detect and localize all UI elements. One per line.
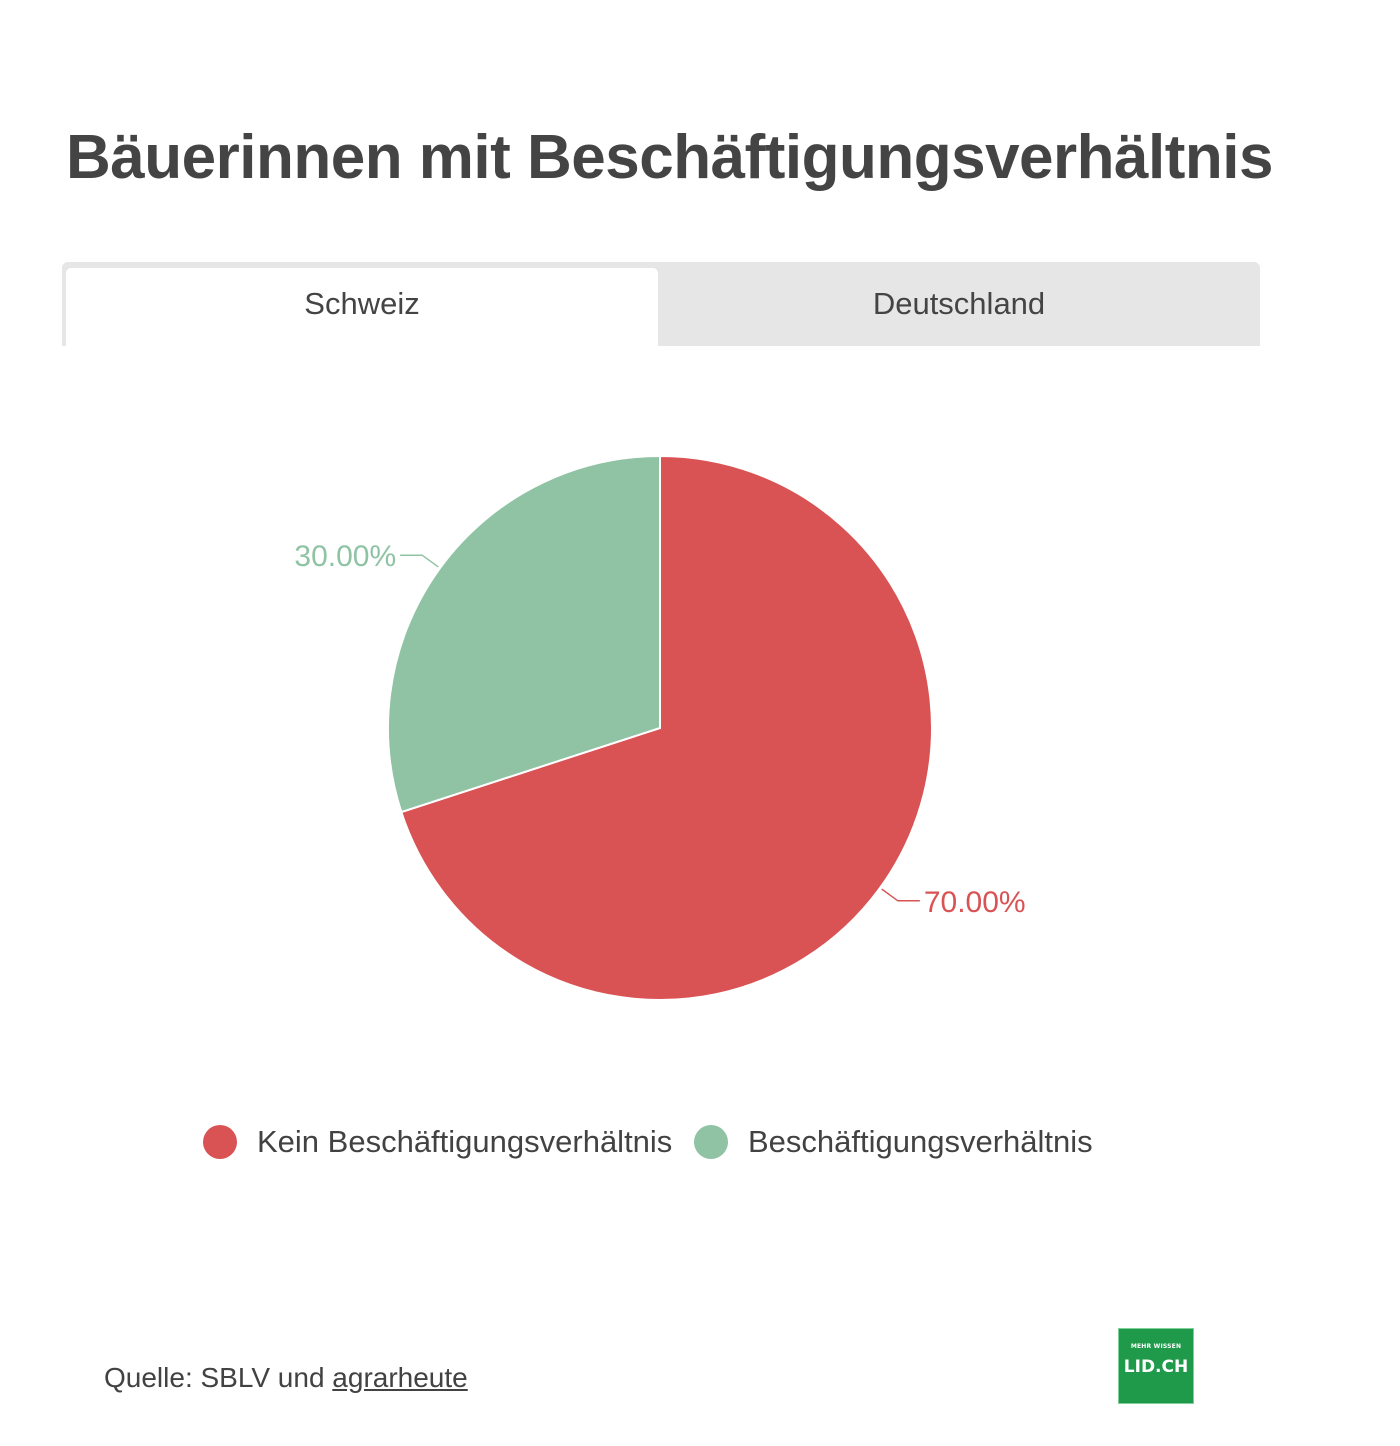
pie-slice-beschaeftigung[interactable] — [387, 454, 661, 814]
country-tabs: Schweiz Deutschland — [62, 262, 1260, 346]
data-label-kein-beschaeftigung: 70.00% — [924, 886, 1026, 919]
source-prefix: Quelle: SBLV und — [104, 1362, 333, 1393]
legend-item-beschaeftigung[interactable]: Beschäftigungsverhältnis — [694, 1118, 1093, 1166]
legend-swatch-kein-beschaeftigung — [203, 1125, 237, 1159]
data-label-beschaeftigung: 30.00% — [294, 540, 396, 573]
legend-label-kein-beschaeftigung: Kein Beschäftigungsverhältnis — [257, 1124, 673, 1159]
legend-swatch-beschaeftigung — [694, 1125, 728, 1159]
label-leader-kein-beschaeftigung — [881, 888, 920, 902]
source-note: Quelle: SBLV und agrarheute — [104, 1362, 468, 1394]
legend-label-beschaeftigung: Beschäftigungsverhältnis — [748, 1124, 1093, 1159]
logo-text: LID.CH — [1123, 1357, 1189, 1377]
pie-slice-kein-beschaeftigung[interactable] — [400, 454, 933, 1001]
pie-slices — [387, 454, 933, 1001]
tab-deutschland[interactable]: Deutschland — [872, 286, 1046, 321]
logo-tagline: MEHR WISSEN — [1130, 1343, 1182, 1350]
source-link-agrarheute[interactable]: agrarheute — [332, 1362, 468, 1393]
label-leader-beschaeftigung — [400, 554, 439, 568]
tab-schweiz[interactable]: Schweiz — [66, 268, 658, 346]
chart-legend: Kein Beschäftigungsverhältnis Beschäftig… — [0, 1118, 1400, 1166]
legend-item-kein-beschaeftigung[interactable]: Kein Beschäftigungsverhältnis — [203, 1118, 672, 1166]
pie-chart: 70.00% 30.00% — [294, 454, 1026, 1001]
lid-logo: MEHR WISSEN LID.CH — [1118, 1328, 1194, 1404]
pie-labels: 70.00% 30.00% — [294, 540, 1025, 919]
chart-title: Bäuerinnen mit Beschäftigungsverhältnis — [66, 123, 1273, 192]
